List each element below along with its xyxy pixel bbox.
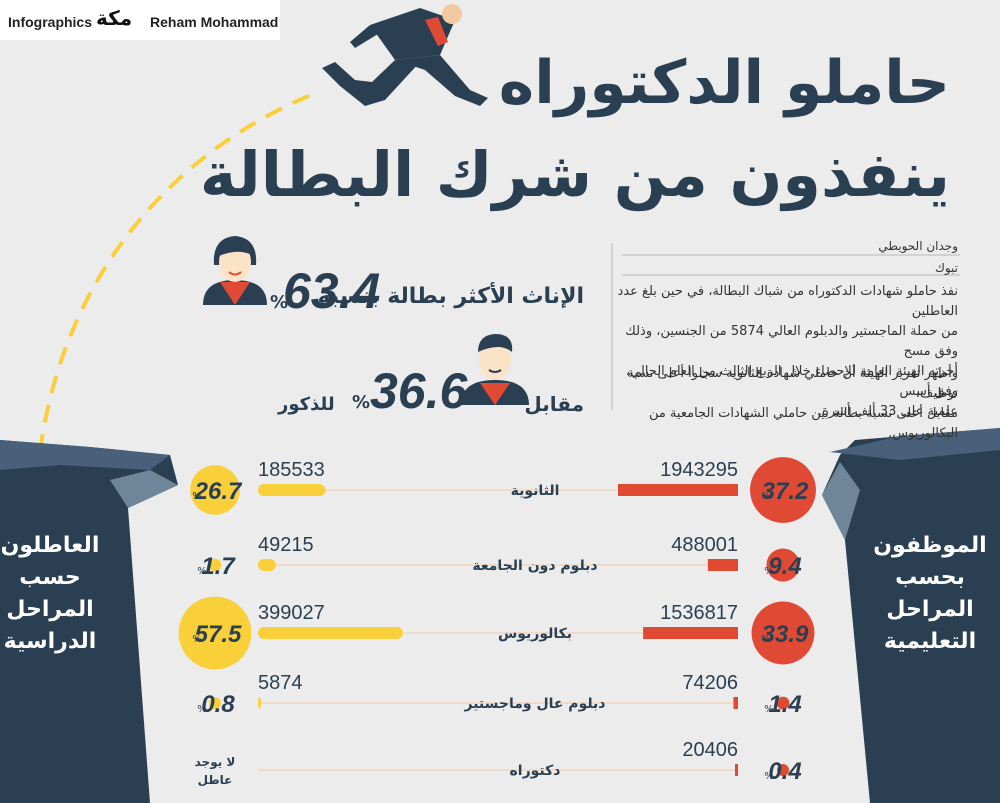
employed-percent-label: 9.4 — [768, 553, 801, 580]
employed-percent-symbol: % — [764, 566, 774, 577]
employed-percent-circle — [751, 601, 815, 665]
employed-label-line: بحسب — [895, 565, 965, 590]
employed-bar — [618, 484, 738, 496]
paragraph1-line: من حملة الماجستير والدبلوم العالي 5874 م… — [625, 324, 958, 359]
main-title-line2: ينفذون من شرك البطالة — [199, 138, 950, 211]
male-stat-suffix: للذكور — [278, 394, 335, 415]
jumping-man-icon — [322, 4, 488, 106]
makkah-logo: مكة — [96, 6, 133, 30]
category-label: دكتوراه — [510, 763, 561, 779]
employed-side-label: الموظفون بحسب المراحل التعليمية — [870, 530, 990, 658]
employed-percent-symbol: % — [764, 771, 774, 782]
category-label: دبلوم دون الجامعة — [472, 558, 597, 574]
employed-percent-circle — [776, 696, 790, 710]
employed-percent-symbol: % — [764, 704, 774, 715]
male-stat-percent: % — [352, 392, 371, 413]
paragraph1-line: أجرته الهيئة العامة للإحصاء خلال الربع ا… — [625, 364, 958, 399]
unemployed-label-line: المراحل — [6, 597, 94, 622]
employed-percent-symbol: % — [761, 491, 771, 502]
male-stat-prefix: مقابل — [524, 392, 584, 416]
man-avatar-icon — [461, 334, 529, 405]
unemployed-label-line: حسب — [19, 565, 81, 590]
unemployed-bar — [258, 484, 326, 496]
female-stat-percent: % — [270, 292, 289, 313]
paragraph2-line: وأظهر تقرير الهيئة أن حاملي شهادة الثانو… — [627, 366, 958, 401]
unemployed-value-label: 399027 — [258, 602, 325, 624]
employed-bar — [735, 764, 738, 776]
no-unemployed-label: لا يوجد — [195, 755, 236, 770]
woman-avatar-icon — [203, 236, 267, 305]
employed-bar — [707, 559, 738, 571]
unemployed-value-label: 5874 — [258, 672, 303, 694]
female-stat-label: الإناث الأكثر بطالة بنسبة — [317, 284, 584, 309]
employed-value-label: 20406 — [682, 739, 738, 761]
article-paragraph-1: نفذ حاملو شهادات الدكتوراه من شباك البطا… — [608, 282, 958, 422]
unemployed-percent-symbol: % — [197, 704, 207, 715]
employed-percent-label: 37.2 — [762, 478, 809, 505]
employed-percent-circle — [750, 457, 816, 523]
unemployed-percent-label: 0.8 — [201, 691, 235, 718]
category-label: دبلوم عال وماجستير — [463, 696, 605, 712]
credits-bar: Infographics مكة Reham Mohammad — [0, 0, 280, 40]
designer-credit: Reham Mohammad — [150, 14, 279, 30]
unemployed-value-label: 49215 — [258, 534, 314, 556]
jump-arc — [38, 90, 319, 453]
unemployed-percent-label: 26.7 — [194, 478, 243, 505]
employed-percent-label: 33.9 — [762, 621, 809, 648]
right-cliff-face — [822, 462, 860, 540]
paragraph2-line: مقابل أعلى نسبة بطالة بين حاملي الشهادات… — [648, 406, 958, 441]
employed-value-label: 1943295 — [660, 459, 738, 481]
unemployed-percent-symbol: % — [192, 634, 202, 645]
unemployed-percent-circle — [190, 465, 240, 515]
right-cliff — [822, 428, 1000, 803]
employed-percent-symbol: % — [761, 634, 771, 645]
unemployed-percent-label: 57.5 — [195, 621, 242, 648]
unemployed-bar — [258, 559, 276, 571]
main-title-line1: حاملو الدكتوراه — [498, 48, 950, 118]
paragraph1-line: نفذ حاملو شهادات الدكتوراه من شباك البطا… — [617, 284, 958, 319]
left-cliff-top — [0, 440, 170, 470]
employed-bar — [643, 627, 738, 639]
employed-label-line: التعليمية — [883, 629, 977, 654]
author-name: وجدان الحويطي — [878, 239, 958, 253]
employed-percent-label: 1.4 — [768, 691, 801, 718]
unemployed-label-line: الدراسية — [3, 629, 97, 654]
left-cliff — [0, 440, 178, 803]
unemployed-percent-label: 1.7 — [201, 553, 236, 580]
unemployed-bar — [258, 697, 261, 709]
category-label: الثانوية — [511, 483, 560, 499]
no-unemployed-label: عاطل — [198, 773, 233, 787]
unemployed-bar — [258, 627, 403, 639]
unemployed-percent-circle — [208, 558, 222, 572]
unemployed-percent-circle — [178, 596, 252, 670]
male-stat-value: 36.6 — [370, 363, 468, 419]
infographics-credit: Infographics — [8, 14, 93, 30]
unemployed-percent-circle — [209, 697, 221, 709]
paragraph1-line: علمية على 33 ألف أسرة. — [817, 404, 958, 419]
employed-percent-circle — [777, 764, 789, 776]
employed-percent-circle — [766, 548, 800, 582]
employed-value-label: 1536817 — [660, 602, 738, 624]
employed-value-label: 74206 — [682, 672, 738, 694]
article-location: تبوك — [934, 261, 958, 275]
right-cliff-top — [830, 428, 1000, 460]
female-stat-value: 63.4 — [283, 263, 381, 319]
employed-bar — [733, 697, 738, 709]
unemployed-percent-symbol: % — [197, 566, 207, 577]
employed-label-line: المراحل — [886, 597, 974, 622]
article-paragraph-2: وأظهر تقرير الهيئة أن حاملي شهادة الثانو… — [608, 364, 958, 444]
unemployed-percent-symbol: % — [192, 491, 202, 502]
category-label: بكالوريوس — [498, 626, 572, 642]
employed-percent-label: 0.4 — [768, 758, 801, 785]
employed-label-line: الموظفون — [873, 533, 987, 558]
unemployed-label-line: العاطلون — [0, 533, 100, 558]
unemployed-value-label: 185533 — [258, 459, 325, 481]
employed-value-label: 488001 — [671, 534, 738, 556]
unemployed-side-label: العاطلون حسب المراحل الدراسية — [0, 530, 100, 658]
left-cliff-face — [110, 470, 178, 508]
